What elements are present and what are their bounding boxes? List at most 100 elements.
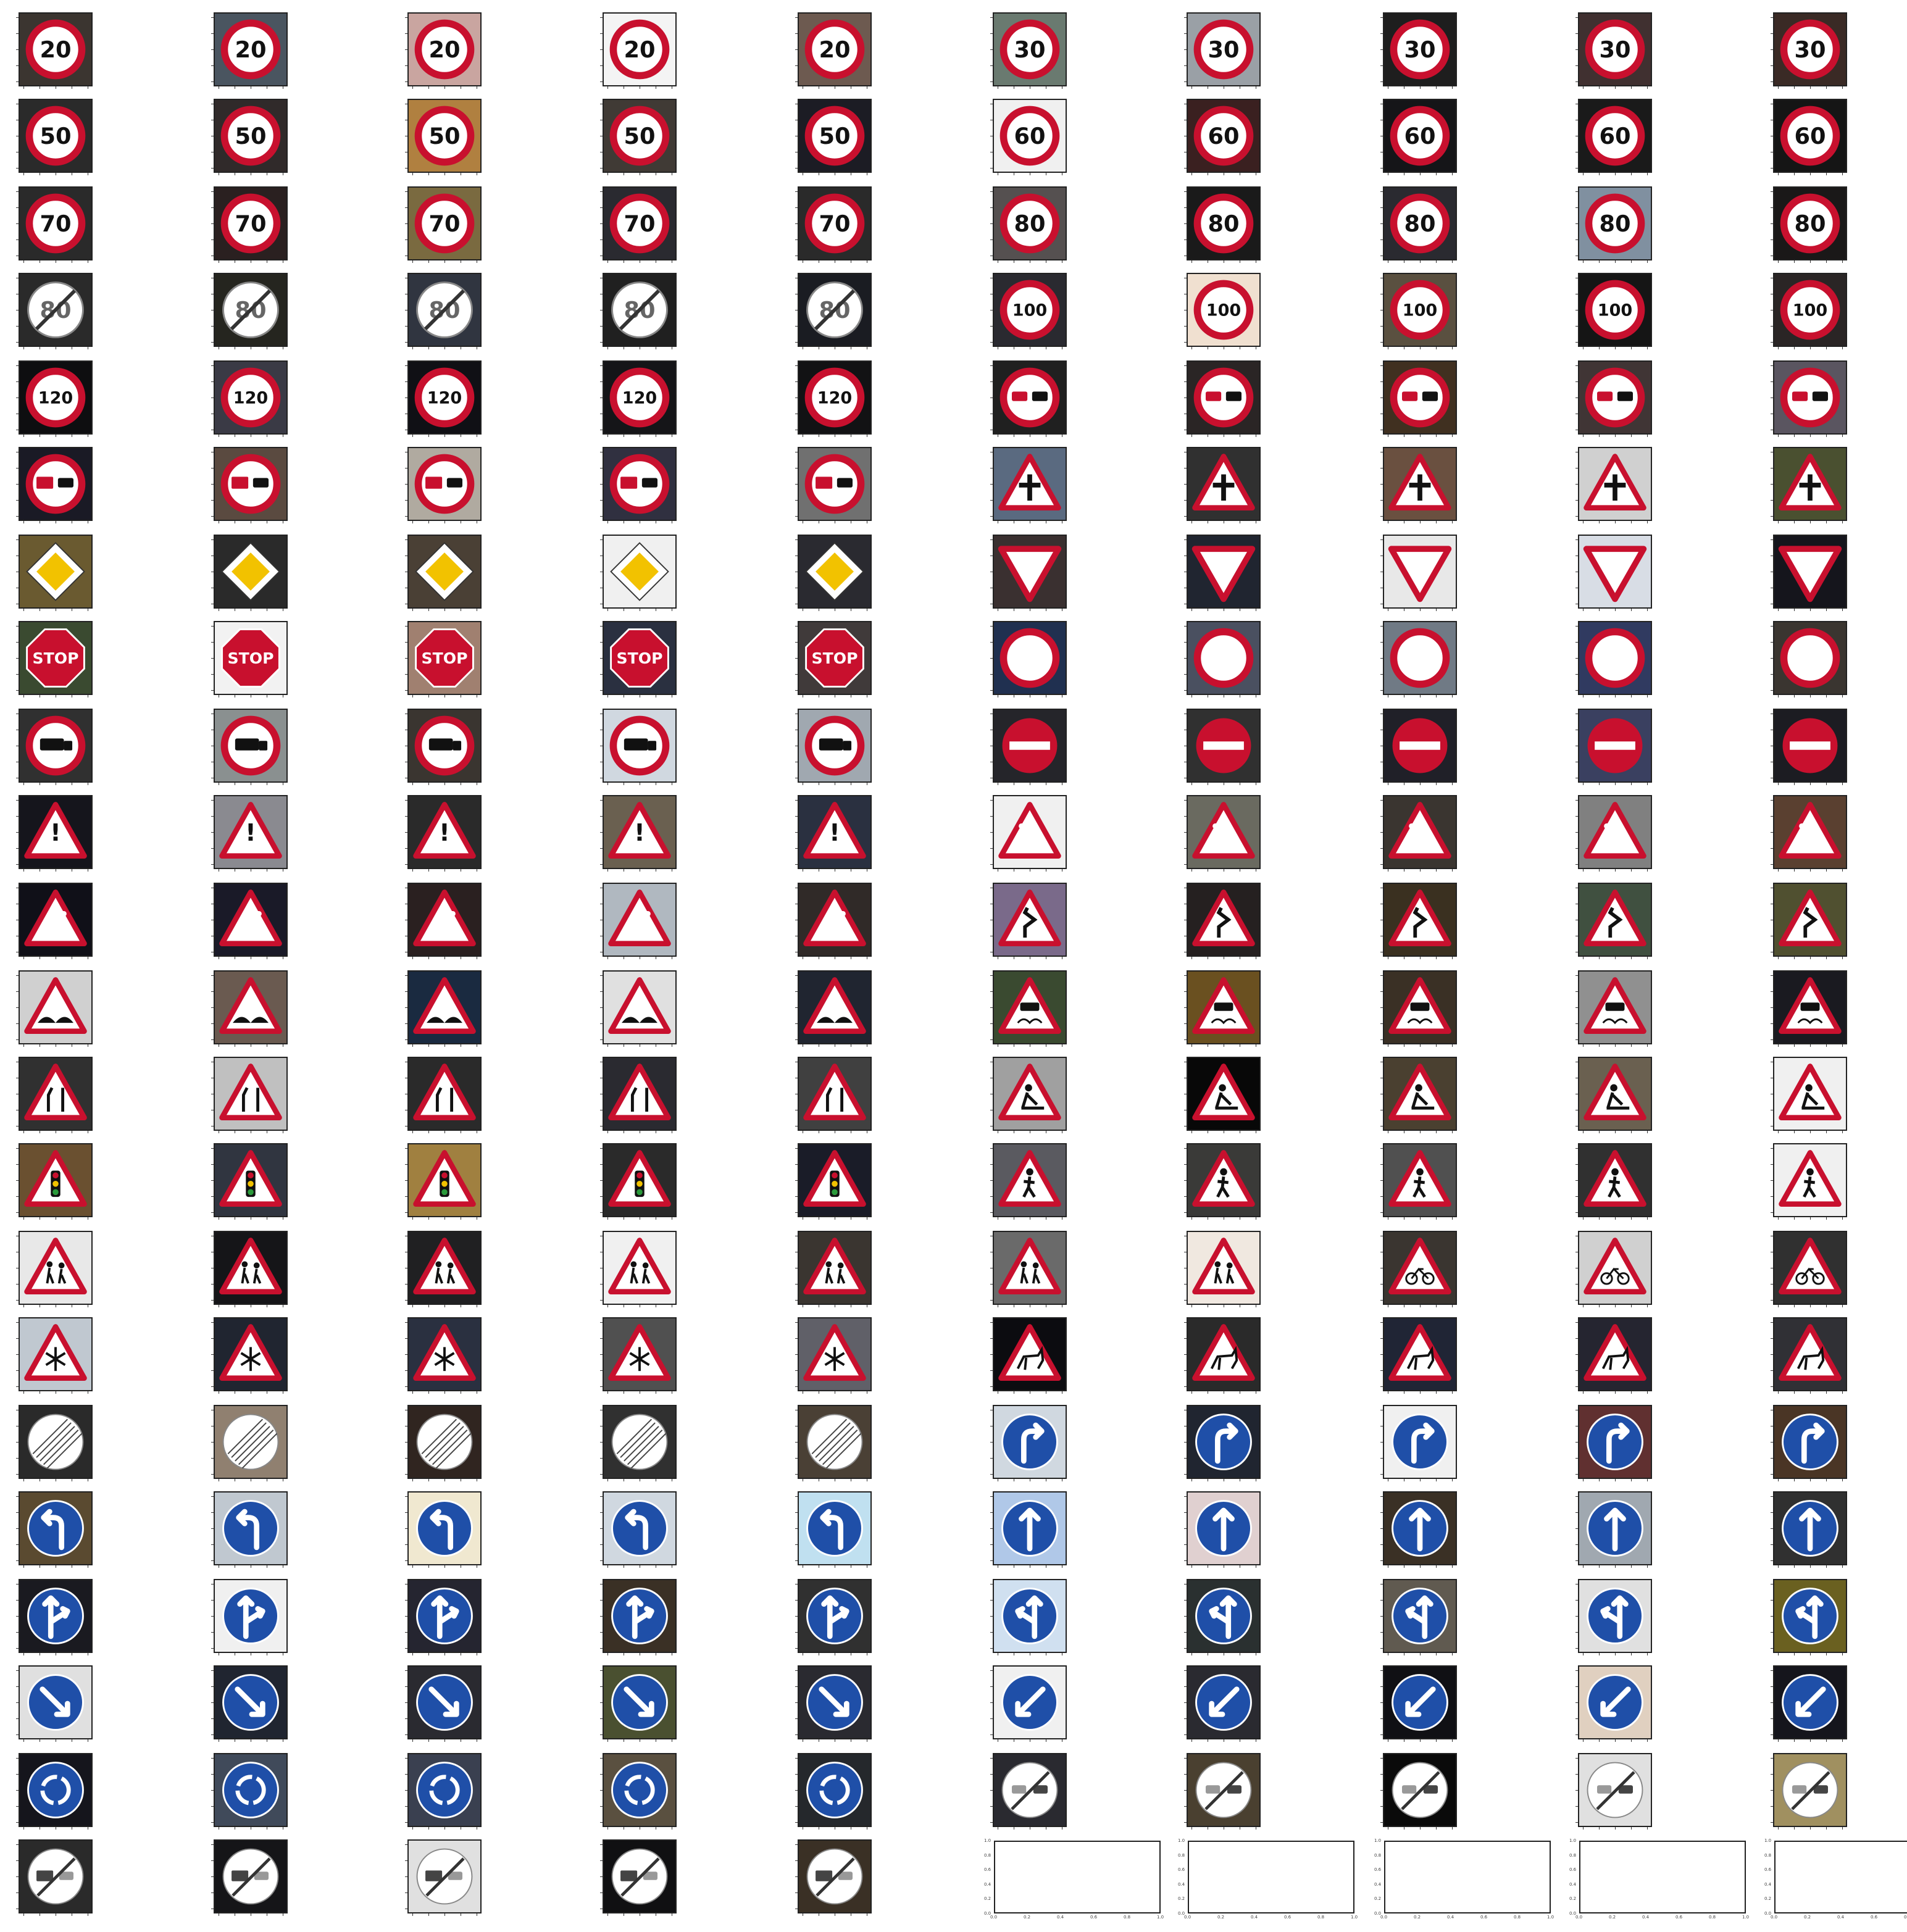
axis-tick	[1184, 864, 1187, 865]
curve-right-icon	[803, 889, 866, 947]
axis-tick	[428, 1827, 429, 1830]
speed-80-icon: 80	[1585, 193, 1645, 254]
axis-tick	[16, 1758, 19, 1759]
sign-subplot-curve-right	[600, 883, 677, 959]
axis-tick	[16, 816, 19, 817]
axis-tick	[795, 1718, 798, 1719]
axis-tick	[1771, 539, 1773, 540]
sign-subplot-ahead-only	[1771, 1491, 1847, 1568]
axis-tick	[405, 223, 407, 224]
priority-crossing-icon	[1584, 454, 1646, 511]
axis-tick	[405, 49, 407, 50]
axis-tick	[1575, 1474, 1578, 1475]
straight-left-icon	[1001, 1588, 1058, 1644]
no-vehicles-icon	[1780, 628, 1840, 688]
axis-tick	[1771, 1560, 1773, 1561]
axis-tick	[1771, 65, 1773, 66]
sign-image	[1383, 709, 1457, 783]
svg-text:80: 80	[1599, 210, 1630, 237]
axis-tick	[1380, 1354, 1383, 1355]
axis-tick	[1575, 1180, 1578, 1181]
axis-tick	[990, 1007, 993, 1008]
axis-tick	[1599, 1305, 1600, 1307]
axis-tick	[1575, 1386, 1578, 1387]
stop-icon: STOP	[805, 628, 864, 688]
axis-tick	[1191, 957, 1192, 959]
axis-tick	[1184, 1670, 1187, 1671]
bicycles-crossing-icon	[1388, 1238, 1451, 1295]
axis-tick	[16, 500, 19, 501]
axis-tick	[16, 1648, 19, 1649]
axis-tick	[412, 86, 413, 89]
turn-left-icon	[27, 1500, 84, 1557]
axis-tick	[211, 1164, 214, 1165]
axis-tick	[444, 173, 445, 175]
axis-tick	[1191, 347, 1192, 349]
sign-subplot-yield	[1575, 535, 1652, 611]
svg-text:120: 120	[622, 389, 657, 408]
sign-image: !	[407, 795, 482, 869]
sign-image	[1187, 360, 1261, 435]
axis-tick	[1436, 1044, 1437, 1047]
axis-tick	[405, 1600, 407, 1601]
sign-image: 30	[1187, 12, 1261, 86]
sign-image	[407, 1579, 482, 1653]
sign-subplot-snow-ice	[16, 1317, 93, 1394]
axis-tick	[1380, 516, 1383, 517]
axis-tick	[1184, 81, 1187, 82]
axis-tick	[600, 239, 603, 240]
axis-tick	[600, 223, 603, 224]
axis-tick	[211, 49, 214, 50]
sign-subplot-turn-left	[16, 1491, 93, 1568]
no-vehicles-icon	[1585, 628, 1645, 688]
sign-subplot-road-narrows	[600, 1057, 677, 1133]
x-tick-label: 0.4	[1642, 1915, 1650, 1920]
axis-tick	[405, 626, 407, 627]
axis-tick	[990, 365, 993, 366]
axis-tick	[1583, 783, 1584, 785]
axis-tick	[1380, 207, 1383, 208]
end-80-icon: 80	[222, 281, 279, 338]
axis-tick	[600, 500, 603, 501]
axis-tick	[1380, 1322, 1383, 1323]
sign-image	[407, 1405, 482, 1479]
axis-tick	[600, 484, 603, 485]
no-trucks-icon	[609, 715, 670, 776]
sign-image	[19, 535, 93, 609]
axis-tick	[211, 626, 214, 627]
sign-subplot-speed-70: 70	[211, 186, 288, 263]
svg-text:20: 20	[819, 36, 850, 63]
sign-image: STOP	[407, 621, 482, 695]
bumpy-road-icon	[413, 977, 476, 1035]
sign-subplot-speed-100: 100	[1184, 273, 1261, 349]
svg-text:STOP: STOP	[227, 649, 273, 667]
sign-image: 100	[1187, 273, 1261, 347]
axis-tick	[1452, 609, 1453, 611]
axis-tick	[1826, 695, 1827, 697]
axis-tick	[16, 658, 19, 659]
axis-tick	[1771, 207, 1773, 208]
axis-tick	[16, 1474, 19, 1475]
axis-tick	[990, 168, 993, 169]
sign-subplot-stop: STOP	[405, 621, 482, 697]
sign-image	[214, 447, 288, 521]
axis-tick	[607, 1565, 608, 1568]
priority-crossing-icon	[1388, 454, 1451, 511]
sign-image: 80	[1383, 186, 1457, 260]
x-tick-label: 0.8	[1709, 1915, 1716, 1920]
axis-tick	[1631, 1044, 1632, 1047]
axis-tick	[990, 539, 993, 540]
axis-tick	[405, 1544, 407, 1545]
axis-tick	[1575, 690, 1578, 691]
y-tick-label: 0.6	[1178, 1867, 1185, 1873]
sign-image	[1187, 795, 1261, 869]
axis-tick	[1420, 260, 1421, 263]
axis-tick	[600, 207, 603, 208]
axis-tick	[1184, 1354, 1187, 1355]
axis-tick	[990, 832, 993, 833]
axis-tick	[607, 1217, 608, 1220]
sign-image	[798, 535, 872, 609]
axis-tick	[1184, 626, 1187, 627]
axis-tick	[1771, 1354, 1773, 1355]
axis-tick	[1575, 1758, 1578, 1759]
